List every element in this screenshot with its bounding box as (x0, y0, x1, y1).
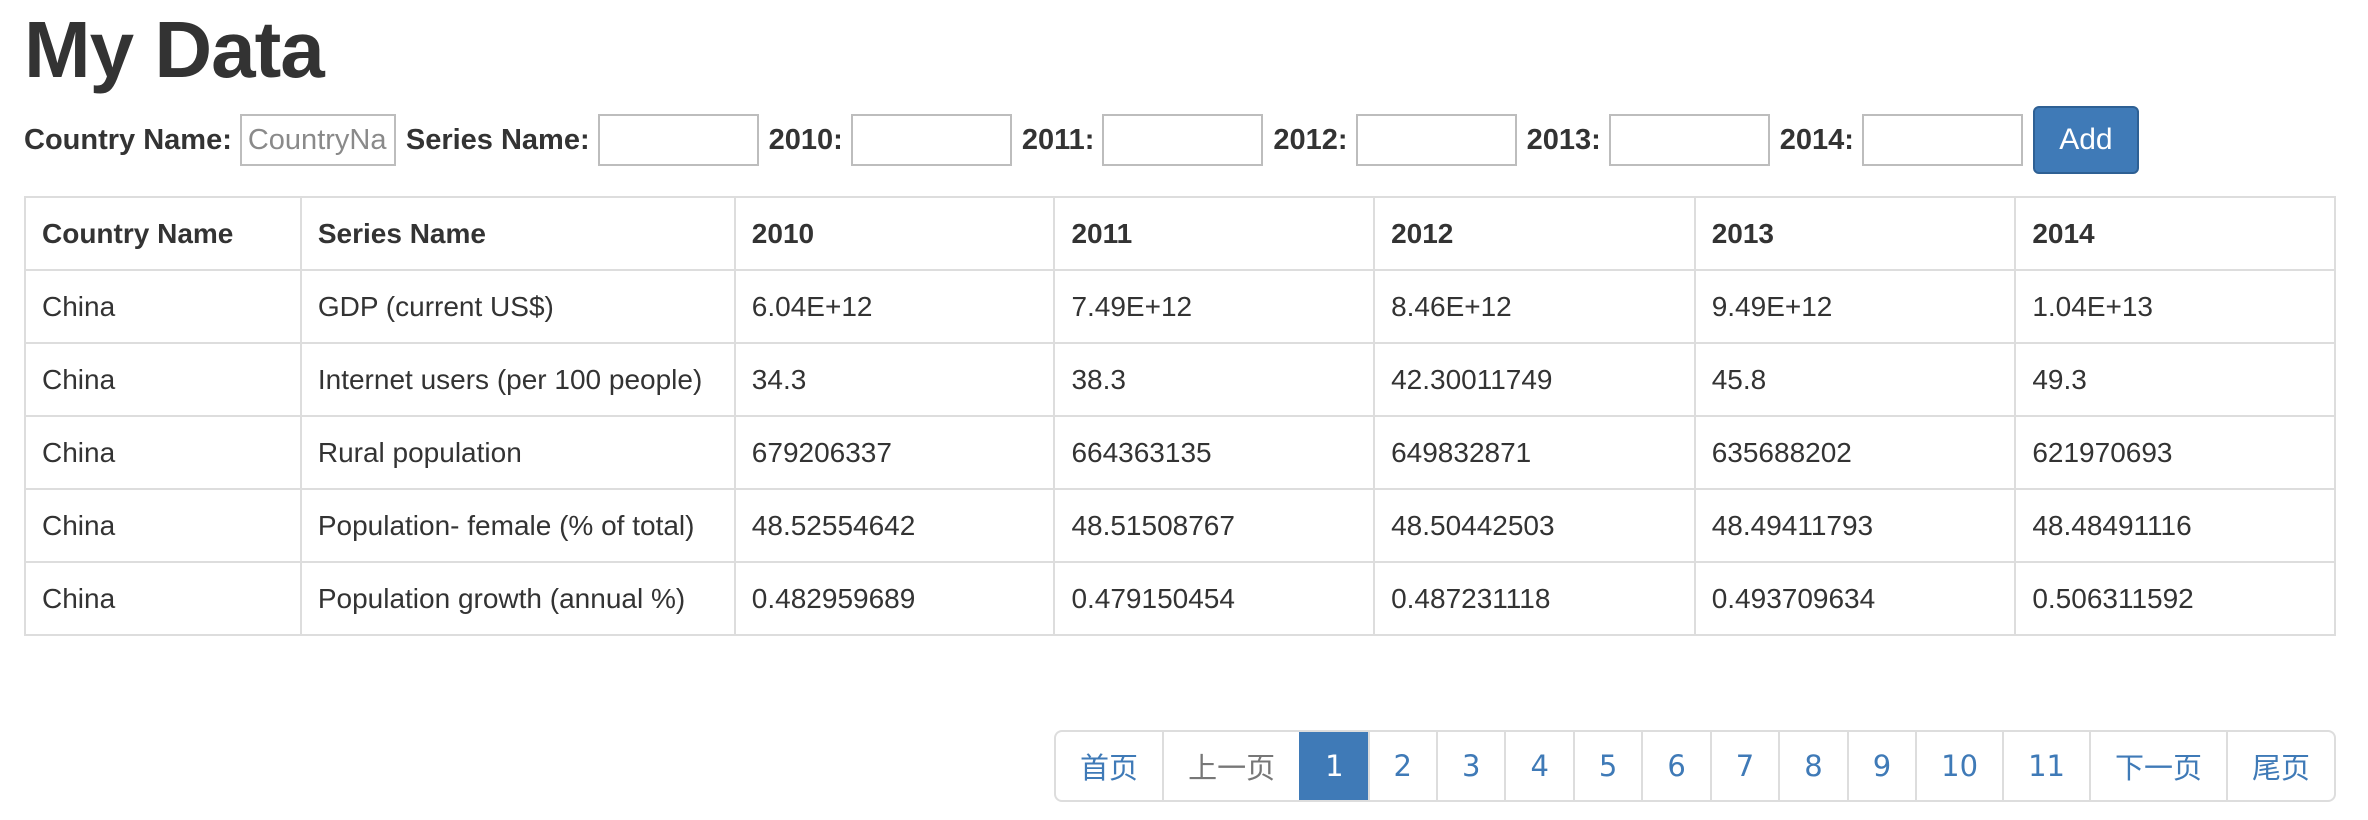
header-2012: 2012 (1373, 196, 1696, 271)
add-data-form: Country Name: Series Name: 2010: 2011: 2… (24, 104, 2139, 176)
table-cell: 48.52554642 (733, 488, 1056, 563)
table-cell: China (24, 269, 302, 344)
table-cell: 38.3 (1053, 342, 1376, 417)
year-2011-label: 2011: (1021, 123, 1095, 156)
pagination-page-4[interactable]: 4 (1504, 732, 1572, 800)
table-body: China GDP (current US$) 6.04E+12 7.49E+1… (24, 269, 2336, 636)
country-name-input[interactable] (239, 114, 396, 166)
pagination-page-10[interactable]: 10 (1915, 732, 2002, 800)
header-country-name: Country Name (24, 196, 302, 271)
header-2011: 2011 (1053, 196, 1376, 271)
table-cell: 42.30011749 (1373, 342, 1696, 417)
table-cell: 0.506311592 (2014, 561, 2336, 636)
header-2013: 2013 (1693, 196, 2017, 271)
header-row: Country Name Series Name 2010 2011 2012 … (24, 196, 2336, 271)
year-2010-label: 2010: (768, 123, 843, 156)
table-cell: 0.487231118 (1373, 561, 1696, 636)
header-2010: 2010 (733, 196, 1056, 271)
table-cell: 45.8 (1693, 342, 2017, 417)
table-cell: 6.04E+12 (733, 269, 1056, 344)
add-button[interactable]: Add (2032, 106, 2139, 174)
pagination-page-5[interactable]: 5 (1572, 732, 1641, 800)
country-name-label: Country Name: (24, 123, 232, 156)
pagination-page-8[interactable]: 8 (1778, 732, 1846, 800)
table-cell: Rural population (299, 415, 736, 490)
year-2014-input[interactable] (1861, 114, 2023, 166)
year-2013-input[interactable] (1608, 114, 1770, 166)
table-cell: 34.3 (733, 342, 1056, 417)
table-cell: GDP (current US$) (299, 269, 736, 344)
pagination-page-2[interactable]: 2 (1367, 732, 1436, 800)
header-2014: 2014 (2014, 196, 2336, 271)
table-cell: Internet users (per 100 people) (299, 342, 736, 417)
table-cell: 48.49411793 (1693, 488, 2017, 563)
series-name-input[interactable] (597, 114, 759, 166)
table-cell: 664363135 (1053, 415, 1376, 490)
table-cell: 48.51508767 (1053, 488, 1376, 563)
pagination-next[interactable]: 下一页 (2088, 732, 2226, 800)
header-series-name: Series Name (299, 196, 736, 271)
table-cell: 7.49E+12 (1053, 269, 1376, 344)
table-cell: 635688202 (1693, 415, 2017, 490)
pagination-page-3[interactable]: 3 (1435, 732, 1504, 800)
table-cell: 8.46E+12 (1373, 269, 1696, 344)
table-cell: Population growth (annual %) (299, 561, 736, 636)
table-row: China Population- female (% of total) 48… (24, 488, 2336, 563)
table-cell: China (24, 415, 302, 490)
table-header: Country Name Series Name 2010 2011 2012 … (24, 196, 2336, 271)
pagination: 首页 上一页 1 2 3 4 5 6 7 8 9 10 11 下一页 尾页 (1054, 730, 2336, 802)
year-2011-input[interactable] (1102, 114, 1264, 166)
table-row: China GDP (current US$) 6.04E+12 7.49E+1… (24, 269, 2336, 344)
pagination-page-6[interactable]: 6 (1641, 732, 1709, 800)
year-2013-label: 2013: (1526, 123, 1601, 156)
table-cell: 649832871 (1373, 415, 1696, 490)
data-table: Country Name Series Name 2010 2011 2012 … (24, 196, 2336, 636)
pagination-first[interactable]: 首页 (1080, 751, 1139, 785)
table-cell: 9.49E+12 (1693, 269, 2017, 344)
series-name-label: Series Name: (405, 123, 590, 156)
year-2014-label: 2014: (1779, 123, 1854, 156)
table-cell: China (24, 561, 302, 636)
table-cell: 0.493709634 (1693, 561, 2017, 636)
year-2012-label: 2012: (1273, 123, 1348, 156)
table-cell: 0.482959689 (733, 561, 1056, 636)
year-2012-input[interactable] (1355, 114, 1517, 166)
pagination-last[interactable]: 尾页 (2225, 732, 2334, 800)
year-2010-input[interactable] (850, 114, 1012, 166)
table-cell: 1.04E+13 (2014, 269, 2336, 344)
pagination-page-7[interactable]: 7 (1709, 732, 1778, 800)
table-cell: 49.3 (2014, 342, 2336, 417)
table-cell: China (24, 488, 302, 563)
pagination-prev[interactable]: 上一页 (1162, 732, 1299, 800)
pagination-page-11[interactable]: 11 (2002, 732, 2089, 800)
page-title: My Data (24, 5, 325, 94)
table-cell: 0.479150454 (1053, 561, 1376, 636)
table-cell: China (24, 342, 302, 417)
table-cell: 621970693 (2014, 415, 2336, 490)
table-cell: 679206337 (733, 415, 1056, 490)
table-row: China Internet users (per 100 people) 34… (24, 342, 2336, 417)
pagination-page-1[interactable]: 1 (1299, 732, 1368, 800)
pagination-page-9[interactable]: 9 (1846, 732, 1915, 800)
table-cell: 48.50442503 (1373, 488, 1696, 563)
table-cell: Population- female (% of total) (299, 488, 736, 563)
table-row: China Rural population 679206337 6643631… (24, 415, 2336, 490)
table-cell: 48.48491116 (2014, 488, 2336, 563)
table-row: China Population growth (annual %) 0.482… (24, 561, 2336, 636)
